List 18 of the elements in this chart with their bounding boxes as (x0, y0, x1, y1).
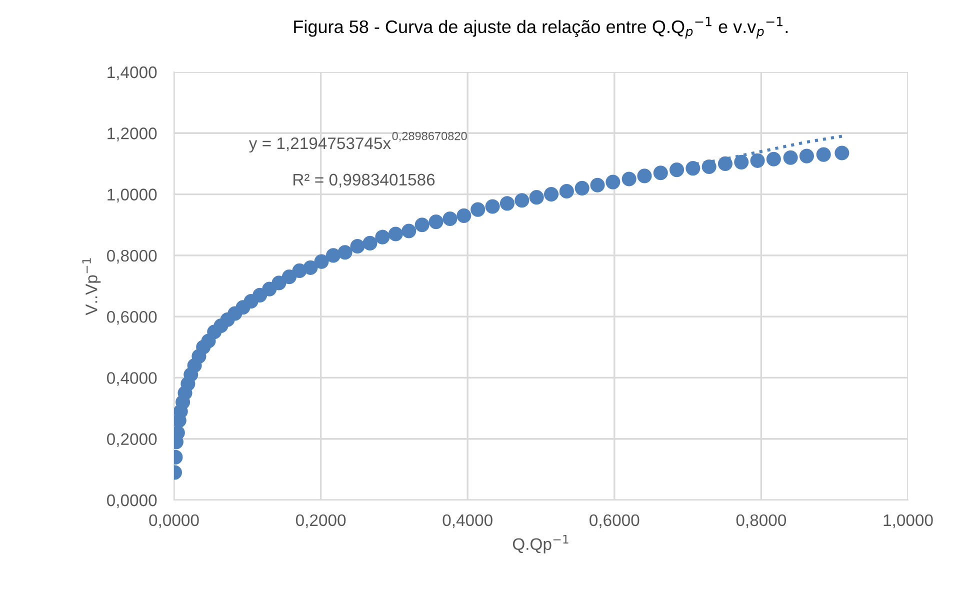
y-tick-label: 0,2000 (107, 433, 157, 448)
annotation: R² = 0,9983401586 (294, 174, 435, 188)
x-tick-label: 0,2000 (296, 514, 346, 528)
x-tick-label: 0,8000 (736, 514, 786, 528)
y-tick-label: 0,8000 (107, 250, 157, 264)
y-axis-title: V..Vp$^{−1}$ (82, 258, 101, 316)
x-tick-label: 0,4000 (442, 514, 492, 528)
y-tick-label: 0,6000 (107, 310, 157, 325)
y-tick-label: 0,0000 (107, 494, 157, 508)
x-tick-label: 0,6000 (590, 514, 640, 528)
y-tick-label: 0,4000 (107, 372, 157, 386)
y-tick-label: 1,0000 (108, 188, 157, 202)
x-tick-label: 0,0000 (149, 514, 199, 528)
y-tick-label: 1,4000 (108, 66, 157, 80)
x-axis-title: Q.Qp$^{−1}$ (512, 534, 568, 554)
y-tick-label: 1,2000 (108, 128, 157, 142)
x-tick-label: 1,0000 (884, 514, 933, 528)
chart-title: Figura 58 - Curva de ajuste da relação entre Q.Q$_{p}$$^{−1}$ e v.v$_{p}$$^{−1}$. (294, 16, 788, 39)
